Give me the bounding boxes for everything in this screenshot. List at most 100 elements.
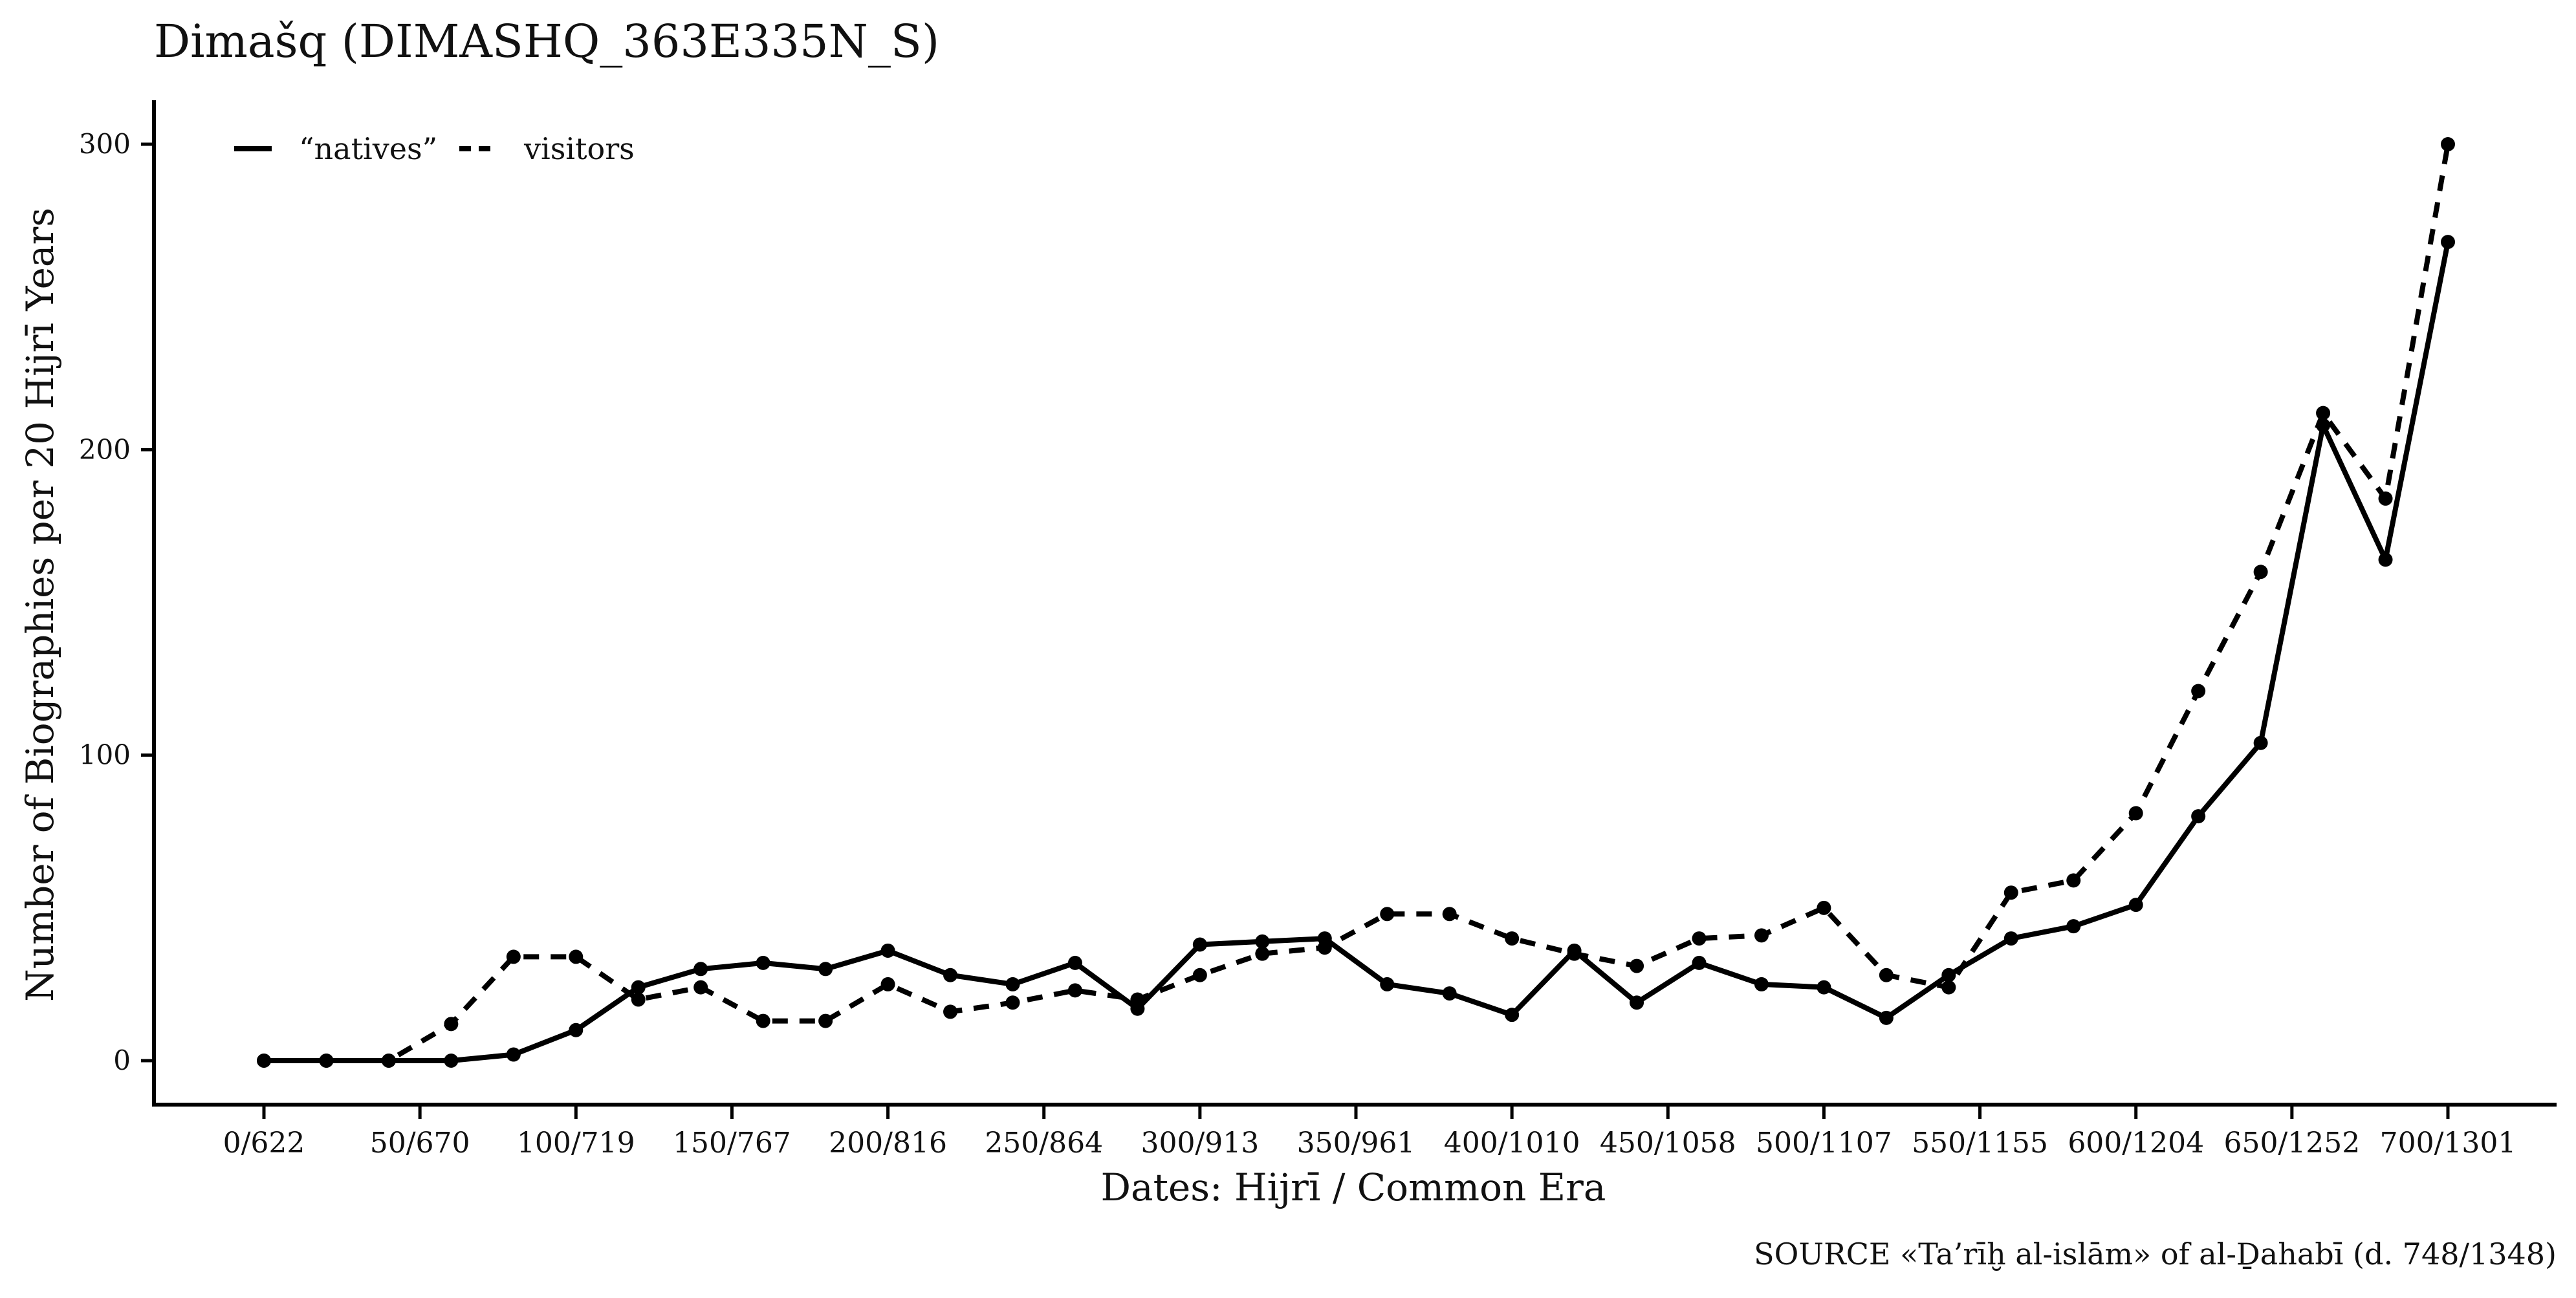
data-point bbox=[1817, 980, 1831, 995]
x-tick-label: 700/1301 bbox=[2380, 1127, 2516, 1160]
x-tick-label: 350/961 bbox=[1297, 1127, 1415, 1160]
data-point bbox=[1005, 977, 1020, 991]
x-tick-label: 200/816 bbox=[829, 1127, 947, 1160]
x-tick-label: 550/1155 bbox=[1912, 1127, 2048, 1160]
data-point bbox=[1067, 955, 1082, 970]
data-point bbox=[1130, 992, 1145, 1007]
data-point bbox=[2378, 552, 2393, 567]
data-point bbox=[693, 980, 708, 995]
y-tick-label: 0 bbox=[113, 1044, 131, 1076]
data-point bbox=[2128, 898, 2143, 913]
data-point bbox=[818, 962, 833, 977]
x-tick-label: 150/767 bbox=[673, 1127, 791, 1160]
data-point bbox=[1754, 928, 1769, 943]
data-point bbox=[1067, 983, 1082, 998]
data-point bbox=[880, 943, 895, 958]
data-point bbox=[2316, 406, 2331, 420]
data-point bbox=[631, 992, 646, 1007]
data-point bbox=[1630, 958, 1644, 973]
source-caption: SOURCE «Ta’rīḫ al-islām» of al-Ḏahabī (d… bbox=[1754, 1237, 2557, 1271]
data-point bbox=[2191, 809, 2206, 824]
data-point bbox=[444, 1054, 459, 1068]
x-tick-label: 600/1204 bbox=[2068, 1127, 2204, 1160]
data-point bbox=[1692, 955, 1707, 970]
x-tick-label: 300/913 bbox=[1141, 1127, 1259, 1160]
x-axis-title: Dates: Hijrī / Common Era bbox=[1101, 1165, 1606, 1209]
legend-item: visitors bbox=[459, 131, 635, 166]
data-point bbox=[1505, 1008, 1520, 1022]
data-point bbox=[1317, 940, 1332, 955]
data-point bbox=[569, 949, 584, 964]
data-point bbox=[1255, 934, 1270, 949]
x-ticks: 0/622 50/670 100/719 150/767 200/816 250/864 3… bbox=[223, 1105, 2516, 1160]
data-point bbox=[2441, 137, 2455, 151]
data-point bbox=[381, 1054, 396, 1068]
data-point bbox=[1380, 977, 1395, 991]
legend: “natives” visitors bbox=[234, 131, 635, 166]
data-point bbox=[506, 1047, 521, 1062]
data-point bbox=[506, 949, 521, 964]
x-tick-label: 400/1010 bbox=[1444, 1127, 1580, 1160]
legend-item: “natives” bbox=[234, 131, 437, 166]
x-tick-label: 500/1107 bbox=[1756, 1127, 1892, 1160]
data-point bbox=[1817, 900, 1831, 915]
data-point bbox=[1692, 931, 1707, 946]
x-tick-label: 250/864 bbox=[985, 1127, 1103, 1160]
data-point bbox=[1941, 968, 1956, 982]
data-point bbox=[2003, 931, 2018, 946]
data-point bbox=[1255, 946, 1270, 961]
data-point bbox=[943, 1004, 958, 1019]
data-point bbox=[319, 1054, 334, 1068]
legend-label: visitors bbox=[523, 131, 635, 166]
legend-label: “natives” bbox=[299, 131, 437, 166]
series-layer bbox=[257, 137, 2455, 1068]
x-tick-label: 650/1252 bbox=[2223, 1127, 2360, 1160]
data-point bbox=[880, 977, 895, 991]
data-point bbox=[2066, 873, 2081, 888]
data-point bbox=[1192, 937, 1207, 952]
data-point bbox=[1941, 980, 1956, 995]
data-point bbox=[1192, 968, 1207, 982]
x-tick-label: 50/670 bbox=[370, 1127, 470, 1160]
data-point bbox=[818, 1013, 833, 1028]
y-axis-title: Number of Biographies per 20 Hijrī Years bbox=[18, 208, 62, 1002]
data-point bbox=[1879, 968, 1894, 982]
chart-title: Dimašq (DIMASHQ_363E335N_S) bbox=[154, 15, 939, 68]
y-tick-label: 100 bbox=[79, 739, 131, 771]
data-point bbox=[1630, 995, 1644, 1010]
data-point bbox=[1442, 907, 1457, 922]
series-visitors bbox=[257, 137, 2455, 1068]
data-point bbox=[2441, 235, 2455, 250]
x-tick-label: 450/1058 bbox=[1600, 1127, 1736, 1160]
data-point bbox=[693, 962, 708, 977]
y-ticks: 0 100 200 300 bbox=[79, 128, 154, 1076]
data-point bbox=[2191, 684, 2206, 698]
data-point bbox=[2253, 565, 2268, 579]
data-point bbox=[2128, 806, 2143, 821]
x-tick-label: 100/719 bbox=[517, 1127, 635, 1160]
data-point bbox=[257, 1054, 271, 1068]
series-natives bbox=[257, 235, 2455, 1068]
data-point bbox=[756, 1013, 770, 1028]
data-point bbox=[1567, 946, 1582, 961]
data-point bbox=[2378, 491, 2393, 506]
data-point bbox=[1505, 931, 1520, 946]
series-line bbox=[264, 144, 2450, 1063]
data-point bbox=[943, 968, 958, 982]
data-point bbox=[2066, 919, 2081, 934]
data-point bbox=[1754, 977, 1769, 991]
data-point bbox=[569, 1022, 584, 1037]
series-line bbox=[264, 241, 2450, 1063]
data-point bbox=[1005, 995, 1020, 1010]
data-point bbox=[1380, 907, 1395, 922]
data-point bbox=[756, 955, 770, 970]
data-point bbox=[2003, 885, 2018, 900]
data-point bbox=[1442, 986, 1457, 1001]
y-tick-label: 200 bbox=[79, 433, 131, 465]
x-tick-label: 0/622 bbox=[223, 1127, 305, 1160]
data-point bbox=[1879, 1010, 1894, 1025]
data-point bbox=[631, 980, 646, 995]
y-tick-label: 300 bbox=[79, 128, 131, 160]
